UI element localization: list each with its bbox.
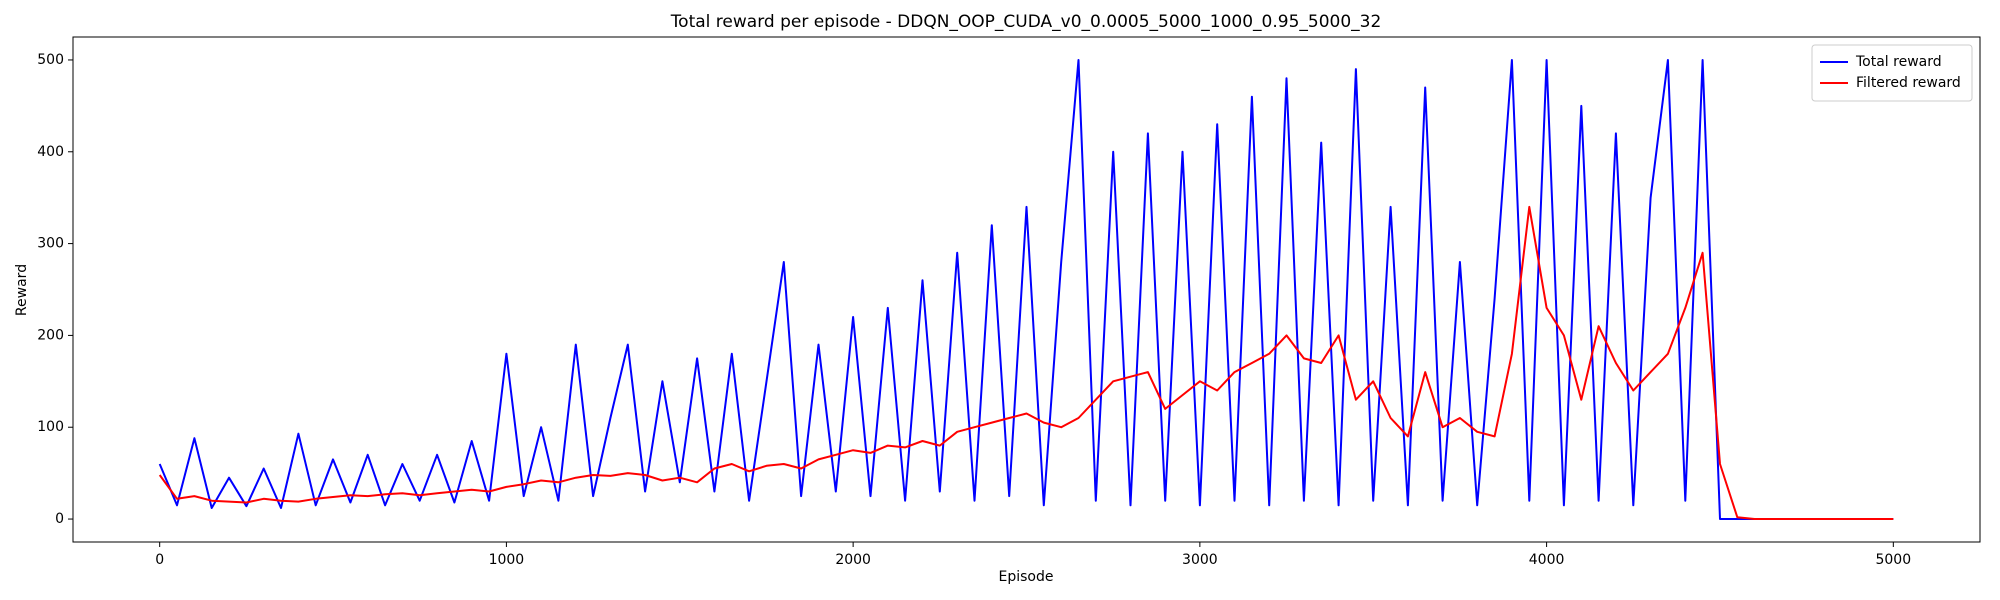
x-axis-label: Episode	[999, 569, 1054, 585]
series-line	[158, 59, 1894, 520]
y-tick-label: 500	[37, 52, 64, 68]
chart-title: Total reward per episode - DDQN_OOP_CUDA…	[670, 12, 1382, 32]
x-tick-label: 3000	[1182, 552, 1218, 568]
x-tick-label: 4000	[1529, 552, 1565, 568]
legend: Total reward Filtered reward	[1811, 44, 1973, 102]
legend-label: Total reward	[1855, 54, 1942, 70]
legend-label: Filtered reward	[1856, 75, 1961, 91]
x-tick-label: 0	[155, 552, 164, 568]
y-axis-label: Reward	[14, 264, 30, 316]
x-tick-label: 2000	[835, 552, 871, 568]
y-tick-label: 100	[37, 419, 64, 435]
series-line	[158, 205, 1894, 520]
x-tick-label: 1000	[489, 552, 525, 568]
plot-frame	[72, 36, 1981, 543]
legend-box	[1811, 44, 1973, 102]
y-tick-label: 200	[37, 327, 64, 343]
y-tick-label: 0	[55, 511, 64, 527]
x-tick-label: 5000	[1875, 552, 1911, 568]
y-tick-label: 400	[37, 144, 64, 160]
y-tick-label: 300	[37, 236, 64, 252]
